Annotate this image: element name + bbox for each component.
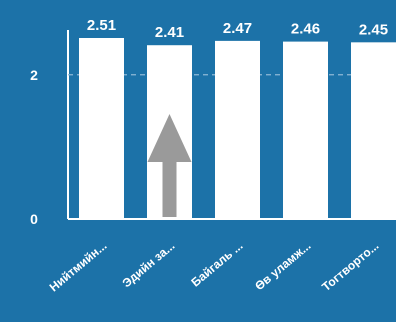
bar-value-label-0: 2.51 xyxy=(87,17,116,34)
up-arrow-head xyxy=(147,114,192,162)
bar-value-label-2: 2.47 xyxy=(223,20,252,37)
bar-0 xyxy=(79,38,124,219)
bar-2 xyxy=(215,40,260,219)
up-arrow-shaft xyxy=(162,160,177,217)
x-category-label-1: Эдийн за... xyxy=(120,239,178,291)
x-category-label-2: Байгаль ... xyxy=(188,239,245,290)
bar-value-label-1: 2.41 xyxy=(155,24,184,41)
y-tick-label-2: 2 xyxy=(30,67,38,83)
x-category-label-4: Тогтворто... xyxy=(319,239,381,294)
x-category-label-3: Өв уламж... xyxy=(252,239,313,294)
bar-3 xyxy=(283,41,328,220)
bar-4 xyxy=(351,42,396,220)
bar-value-label-3: 2.46 xyxy=(291,21,320,38)
y-tick-label-0: 0 xyxy=(30,211,38,227)
x-category-label-0: Нийтмийн... xyxy=(47,239,110,295)
bar-value-label-4: 2.45 xyxy=(359,21,388,38)
up-arrow-icon xyxy=(147,114,192,217)
